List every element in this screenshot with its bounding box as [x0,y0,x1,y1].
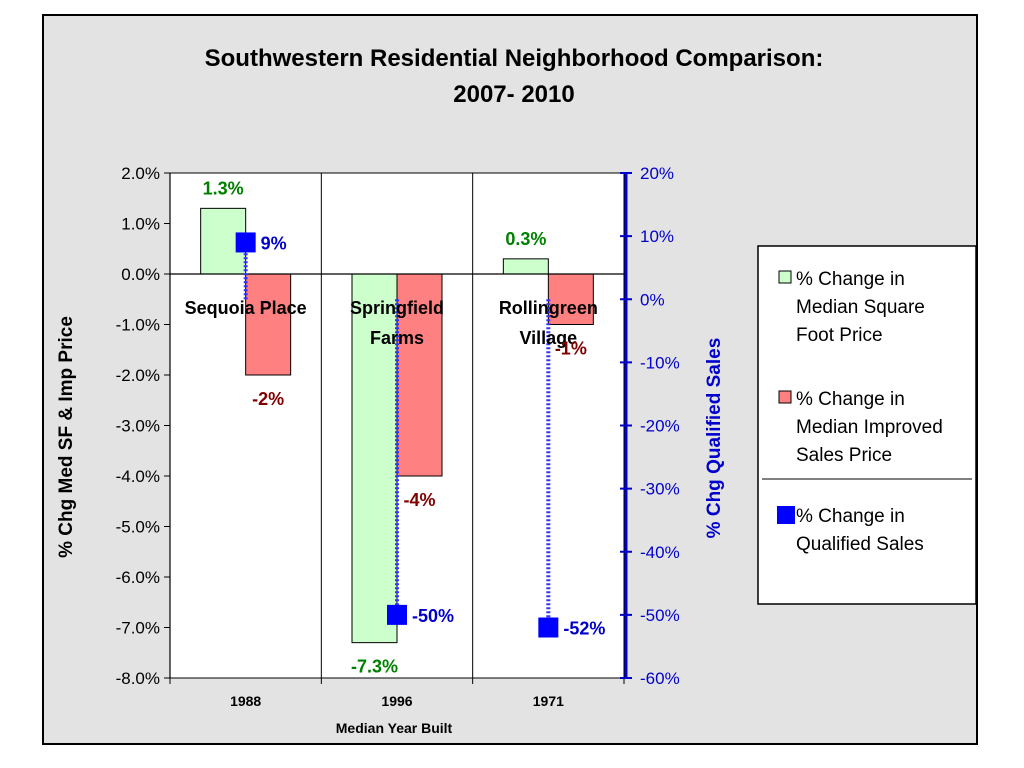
y2-tick-label: -30% [640,480,680,499]
legend-box [757,245,977,605]
y2-tick-label: 0% [640,290,665,309]
y-tick-label: 0.0% [121,265,160,284]
legend-label: % Change in [796,506,905,527]
y-tick-label: 1.0% [121,215,160,234]
qualified-sales-marker [538,617,559,638]
data-label-qualified-sales: 9% [261,233,287,253]
y-tick-label: -1.0% [116,316,160,335]
y2-tick-label: -10% [640,353,680,372]
chart-svg: Southwestern Residential Neighborhood Co… [56,45,977,736]
data-label-sf-price: 1.3% [203,178,244,198]
y2-tick-label: -40% [640,543,680,562]
y-axis-title: % Chg Med SF & Imp Price [56,316,77,558]
y2-tick-label: -60% [640,669,680,688]
legend-label: Sales Price [796,445,892,466]
data-label-improved-price: -1% [555,339,587,359]
neighborhood-label: Village [519,328,577,348]
plot-area: 2.0% 1.0% 0.0% -1.0% -2.0% -3.0% -4.0% -5.0% -6.… [116,164,680,709]
data-label-qualified-sales: -50% [412,606,454,626]
qualified-sales-marker [235,232,256,253]
y-tick-label: -5.0% [116,518,160,537]
neighborhood-label: Springfield [350,298,444,318]
y-tick-label: 2.0% [121,164,160,183]
neighborhood-label: Sequoia Place [185,298,307,318]
legend-label: % Change in [796,389,905,410]
bar-improved-price [396,273,443,477]
y2-tick-label: 20% [640,164,674,183]
legend: % Change in Median Square Foot Price % Chan… [757,245,977,605]
data-label-improved-price: -2% [252,389,284,409]
x-tick-label: 1996 [381,693,412,709]
y2-tick-label: 10% [640,227,674,246]
data-label-improved-price: -4% [403,490,435,510]
neighborhood-label: Farms [370,328,424,348]
legend-swatch [778,270,792,284]
chart-title: Southwestern Residential Neighborhood Co… [205,45,824,72]
chart-subtitle: 2007- 2010 [453,81,574,108]
y-tick-label: -3.0% [116,417,160,436]
y2-tick-label: -20% [640,417,680,436]
bar-improved-price [245,273,292,376]
legend-label: Qualified Sales [796,534,924,555]
legend-swatch [778,390,792,404]
chart-title-group: Southwestern Residential Neighborhood Co… [205,45,824,108]
chart-frame: Southwestern Residential Neighborhood Co… [42,14,978,745]
bar-improved-price [547,273,594,325]
x-tick-label: 1971 [533,693,564,709]
x-tick-label: 1988 [230,693,261,709]
y-tick-label: -4.0% [116,467,160,486]
neighborhood-label: Rollingreen [499,298,598,318]
data-label-sf-price: -7.3% [351,657,398,677]
y-tick-label: -6.0% [116,568,160,587]
legend-label: Foot Price [796,325,883,346]
legend-label: % Change in [796,269,905,290]
legend-label: Median Improved [796,417,943,438]
bar-sf-price [502,258,549,275]
y-tick-label: -8.0% [116,669,160,688]
data-label-qualified-sales: -52% [563,619,605,639]
y2-tick-label: -50% [640,606,680,625]
y2-axis-title: % Chg Qualified Sales [704,338,725,539]
legend-label: Median Square [796,297,925,318]
data-label-sf-price: 0.3% [505,229,546,249]
y-tick-label: -7.0% [116,619,160,638]
x-axis-title: Median Year Built [336,720,453,736]
legend-swatch [777,506,795,524]
qualified-sales-marker [387,604,407,625]
y-tick-label: -2.0% [116,366,160,385]
